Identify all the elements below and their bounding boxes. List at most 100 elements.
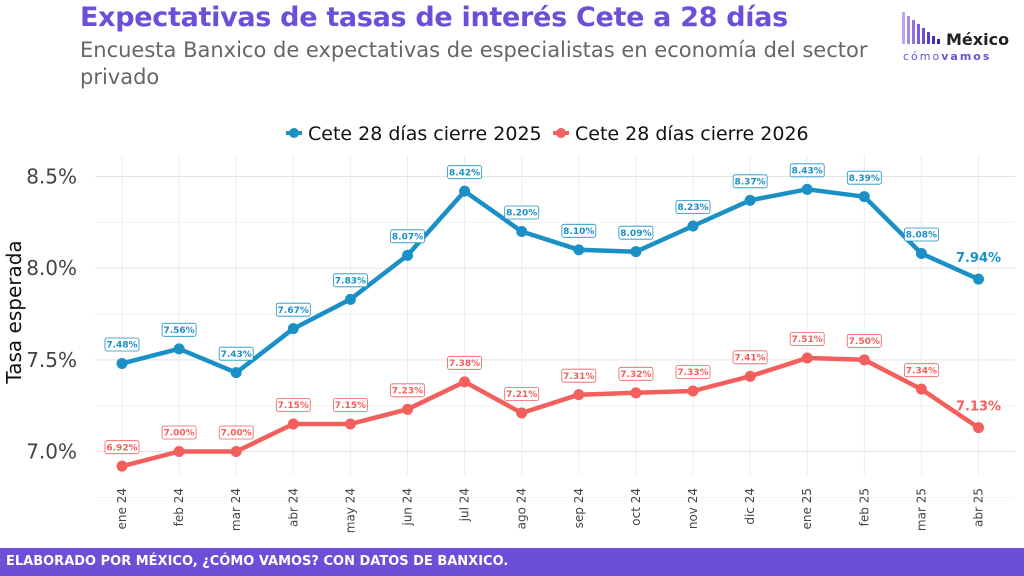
legend-marker-2 (556, 128, 566, 138)
x-tick-label: dic 24 (743, 488, 757, 525)
data-label: 8.08% (906, 231, 937, 241)
data-point (173, 343, 185, 355)
data-point (744, 194, 756, 206)
data-label-box (104, 337, 140, 352)
y-axis-label: Tasa esperada (2, 240, 26, 384)
data-label-box (332, 398, 368, 412)
data-point (230, 446, 242, 457)
data-label: 7.23% (392, 387, 423, 397)
x-tick-label: feb 25 (857, 488, 871, 526)
logo-word-como: cómo (903, 50, 942, 63)
data-label-box (104, 440, 140, 455)
data-point (344, 418, 356, 430)
data-label: 7.83% (335, 277, 366, 287)
data-label: 8.43% (792, 167, 823, 177)
series-line-1 (119, 187, 981, 375)
data-point (116, 460, 128, 472)
data-label-box (504, 205, 540, 220)
data-label-box (675, 365, 711, 379)
logo-bars-icon (902, 12, 940, 44)
x-tick-label: nov 24 (686, 488, 700, 529)
data-point (801, 352, 813, 364)
data-label: 7.32% (620, 370, 651, 380)
data-point (516, 407, 528, 419)
data-point (630, 387, 642, 399)
data-point (744, 370, 756, 382)
legend-label-1: Cete 28 días cierre 2025 (308, 123, 542, 145)
y-tick-label: 8.0% (26, 256, 77, 280)
data-label: 7.94% (956, 251, 1001, 266)
x-tick-label: sep 24 (572, 488, 586, 528)
x-tick-label: mar 25 (914, 488, 928, 531)
data-label: 7.00% (221, 429, 252, 439)
data-label: 7.33% (677, 368, 708, 378)
data-label: 7.31% (563, 372, 594, 382)
data-label: 6.92% (106, 443, 137, 453)
data-label-box (789, 332, 825, 346)
data-point (973, 273, 984, 285)
line-chart: 7.0% 7.5% 8.0% 8.5% Tasa esperada ene 24 feb 2… (2, 123, 1015, 533)
data-label: 7.51% (792, 335, 823, 345)
x-tick-label: ene 25 (800, 488, 814, 529)
chart-title: Expectativas de tasas de interés Cete a … (80, 2, 788, 33)
data-label: 7.34% (906, 366, 937, 376)
data-label-box (732, 350, 768, 365)
x-tick-label: jul 24 (458, 488, 472, 522)
data-point (230, 367, 242, 379)
data-label: 7.41% (734, 354, 765, 364)
data-label-box (789, 163, 825, 178)
data-label-box (275, 302, 311, 317)
data-label-box (161, 322, 197, 337)
data-label-box (447, 165, 483, 180)
x-tick-label: may 24 (343, 488, 357, 533)
x-tick-label: jun 24 (401, 488, 415, 527)
data-label: 7.15% (278, 401, 309, 411)
data-label: 8.23% (677, 203, 708, 213)
x-tick-label: oct 24 (629, 488, 643, 526)
data-label-box (904, 363, 939, 378)
data-label-box (675, 200, 711, 214)
data-label: 8.07% (392, 233, 423, 243)
data-label: 7.00% (163, 429, 194, 439)
chart-subtitle: Encuesta Banxico de expectativas de espe… (80, 38, 868, 89)
data-label: 8.39% (849, 174, 880, 184)
data-label-box (846, 333, 882, 348)
data-label-box (732, 174, 768, 189)
data-label: 7.21% (506, 390, 537, 400)
data-label: 7.38% (449, 359, 480, 369)
data-label-box (618, 225, 654, 240)
data-point (287, 323, 299, 335)
data-point (973, 422, 984, 434)
data-label-box (390, 383, 425, 398)
data-point (287, 418, 299, 430)
footer-bar: ELABORADO POR MÉXICO, ¿CÓMO VAMOS? CON D… (0, 548, 1024, 576)
data-point (459, 376, 471, 388)
data-label-box (618, 366, 654, 381)
data-label: 7.67% (278, 306, 309, 316)
data-point (402, 403, 413, 415)
x-tick-label: mar 24 (229, 488, 243, 531)
x-tick-label: feb 24 (172, 488, 186, 526)
data-point (915, 383, 927, 395)
data-label: 8.20% (506, 209, 537, 219)
data-label: 8.37% (734, 178, 765, 188)
y-tick-label: 8.5% (26, 165, 77, 189)
data-label: 8.42% (449, 168, 480, 178)
data-label: 7.56% (163, 326, 194, 336)
series-line-2 (119, 355, 981, 469)
data-point (687, 385, 699, 397)
data-label-box (561, 223, 597, 238)
data-point (801, 183, 813, 195)
data-label-box (332, 273, 368, 288)
x-tick-label: ago 24 (515, 488, 529, 529)
y-tick-label: 7.0% (26, 440, 77, 464)
data-point (630, 246, 642, 258)
data-point (573, 244, 585, 256)
data-label: 7.43% (221, 350, 252, 360)
data-label: 7.13% (956, 399, 1001, 414)
data-point (344, 293, 356, 305)
legend-label-2: Cete 28 días cierre 2026 (575, 123, 809, 145)
data-point (402, 249, 413, 261)
x-tick-label: abr 24 (286, 488, 300, 527)
data-label-box (561, 368, 597, 383)
